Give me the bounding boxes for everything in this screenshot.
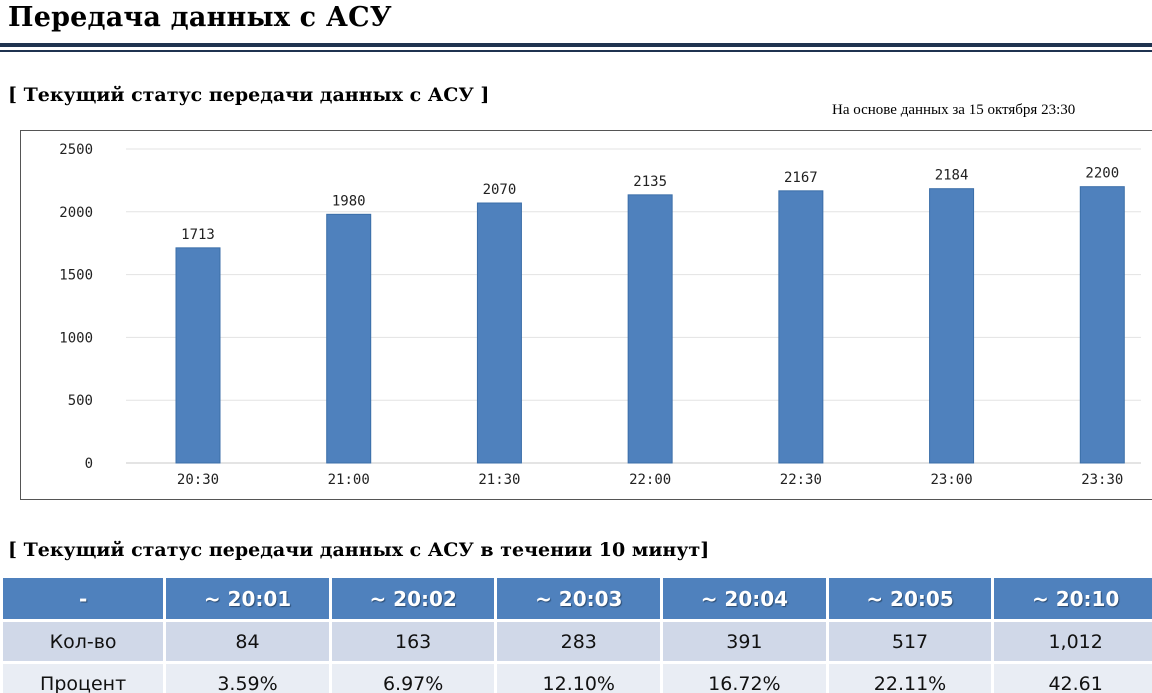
column-header: ~ 20:01	[166, 578, 329, 619]
y-tick-label: 2500	[59, 142, 93, 158]
x-tick-label: 22:00	[629, 472, 671, 488]
column-header: ~ 20:04	[663, 578, 826, 619]
table-cell: 16.72%	[663, 664, 826, 693]
column-header: ~ 20:03	[497, 578, 661, 619]
table-cell: 1,012	[994, 622, 1152, 661]
table-cell: 84	[166, 622, 329, 661]
bar-value-label: 2167	[784, 170, 818, 186]
x-tick-label: 23:30	[1081, 472, 1123, 488]
chart-canvas: 0 500 1000 1500 2000 2500 1713 1980 2070 2135 216…	[59, 142, 1141, 488]
bar-value-label: 2135	[633, 174, 667, 190]
y-tick-label: 2000	[59, 205, 93, 221]
bar	[326, 213, 372, 464]
bar-value-label: 2200	[1085, 166, 1119, 182]
ten-minute-status-table: - ~ 20:01 ~ 20:02 ~ 20:03 ~ 20:04 ~ 20:0…	[0, 575, 1152, 693]
bar-value-label: 2184	[935, 168, 969, 184]
bar-value-label: 1980	[332, 193, 366, 209]
table-cell: 22.11%	[828, 664, 992, 693]
x-tick-label: 23:00	[930, 472, 972, 488]
table-cell: 3.59%	[166, 664, 329, 693]
column-header: -	[3, 578, 164, 619]
bar-value-label: 1713	[181, 227, 215, 243]
table-cell: 283	[497, 622, 661, 661]
x-tick-label: 22:30	[780, 472, 822, 488]
table-header-row: - ~ 20:01 ~ 20:02 ~ 20:03 ~ 20:04 ~ 20:0…	[3, 578, 1152, 619]
table-cell: 6.97%	[331, 664, 495, 693]
x-tick-label: 21:30	[478, 472, 520, 488]
x-tick-label: 20:30	[177, 472, 219, 488]
column-header: ~ 20:02	[331, 578, 495, 619]
column-header: ~ 20:10	[994, 578, 1152, 619]
title-divider	[0, 43, 1152, 52]
bar-value-label: 2070	[483, 182, 517, 198]
row-label: Процент	[3, 664, 164, 693]
ten-minute-status-heading: [ Текущий статус передачи данных с АСУ в…	[8, 539, 710, 561]
page-title: Передача данных с АСУ	[8, 2, 392, 33]
bar	[1079, 186, 1125, 464]
bar	[627, 194, 673, 464]
bar	[476, 202, 522, 464]
table-cell: 42.61	[994, 664, 1152, 693]
table-cell: 391	[663, 622, 826, 661]
table-row: Процент 3.59% 6.97% 12.10% 16.72% 22.11%…	[3, 664, 1152, 693]
y-tick-label: 1500	[59, 268, 93, 284]
x-tick-label: 21:00	[328, 472, 370, 488]
current-status-heading: [ Текущий статус передачи данных с АСУ ]	[8, 84, 490, 106]
table-cell: 12.10%	[497, 664, 661, 693]
y-tick-label: 500	[68, 393, 93, 409]
table-row: Кол-во 84 163 283 391 517 1,012	[3, 622, 1152, 661]
bar	[175, 247, 221, 464]
data-basis-note: На основе данных за 15 октября 23:30	[832, 102, 1076, 118]
column-header: ~ 20:05	[828, 578, 992, 619]
row-label: Кол-во	[3, 622, 164, 661]
bar	[778, 190, 824, 464]
transfer-bar-chart: 0 500 1000 1500 2000 2500 1713 1980 2070 2135 216…	[20, 130, 1152, 500]
y-tick-label: 1000	[59, 330, 93, 346]
y-tick-label: 0	[85, 456, 93, 472]
table-cell: 517	[828, 622, 992, 661]
table-cell: 163	[331, 622, 495, 661]
bar	[929, 188, 975, 464]
